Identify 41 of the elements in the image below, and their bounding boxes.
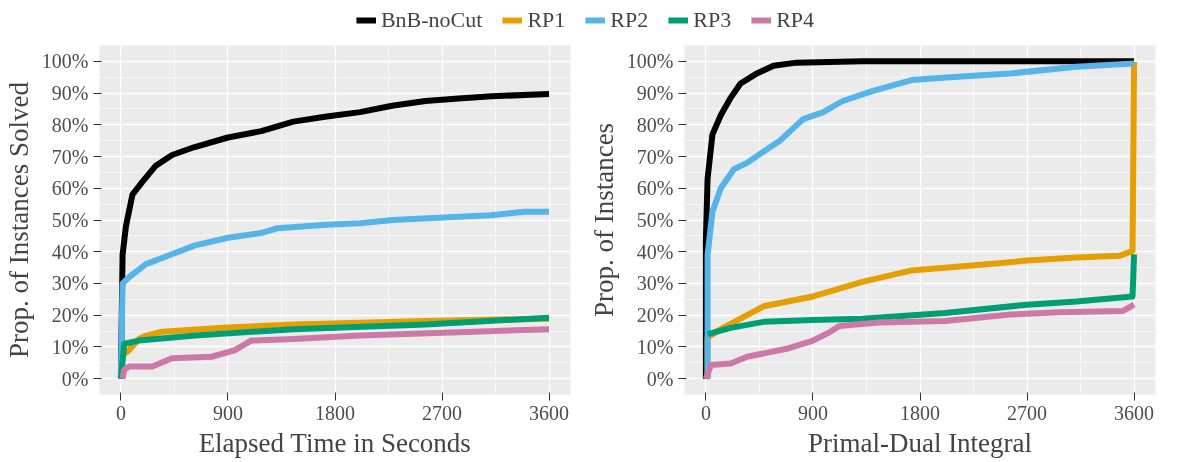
x-tick-label: 1800 [315,401,355,424]
y-tick-label: 90% [636,82,674,105]
y-tick-label: 90% [51,82,89,105]
legend-label: RP4 [776,7,815,33]
y-tick-label: 60% [51,177,89,200]
y-tick-label: 0% [61,367,89,390]
y-tick-label: 40% [51,240,89,263]
y-tick-label: 60% [636,177,674,200]
y-tick-label: 80% [636,113,674,136]
legend-label: BnB-noCut [380,7,483,33]
y-tick-label: 50% [636,209,674,231]
y-tick-label: 40% [636,240,674,263]
y-tick-label: 70% [51,145,89,168]
legend-label: RP3 [693,7,732,33]
y-tick-label: 10% [636,335,674,358]
y-tick-label: 30% [636,272,674,295]
y-tick-label: 70% [636,145,674,168]
y-tick-label: 80% [51,113,89,136]
x-tick-label: 2700 [422,401,463,424]
legend-label: RP1 [527,7,566,33]
y-tick-label: 30% [51,272,89,295]
y-tick-label: 10% [51,335,89,358]
y-axis-title: Prop. of Instances Solved [3,81,34,358]
y-tick-label: 50% [51,209,89,231]
x-axis-title: Primal-Dual Integral [807,427,1033,458]
x-tick-label: 2700 [1007,401,1048,424]
x-axis-title: Elapsed Time in Seconds [198,427,471,458]
y-axis-title: Prop. of Instances [588,122,619,318]
legend-label: RP2 [610,7,649,33]
x-tick-label: 900 [212,401,243,424]
y-tick-label: 0% [646,367,674,390]
x-tick-label: 0 [115,401,126,424]
y-tick-label: 100% [626,50,674,73]
y-tick-label: 20% [636,304,674,327]
x-tick-label: 0 [700,401,711,424]
x-tick-label: 3600 [529,401,570,424]
x-tick-label: 1800 [900,401,940,424]
x-tick-label: 3600 [1114,401,1155,424]
y-tick-label: 20% [51,304,89,327]
x-tick-label: 900 [797,401,828,424]
y-tick-label: 100% [41,50,89,73]
